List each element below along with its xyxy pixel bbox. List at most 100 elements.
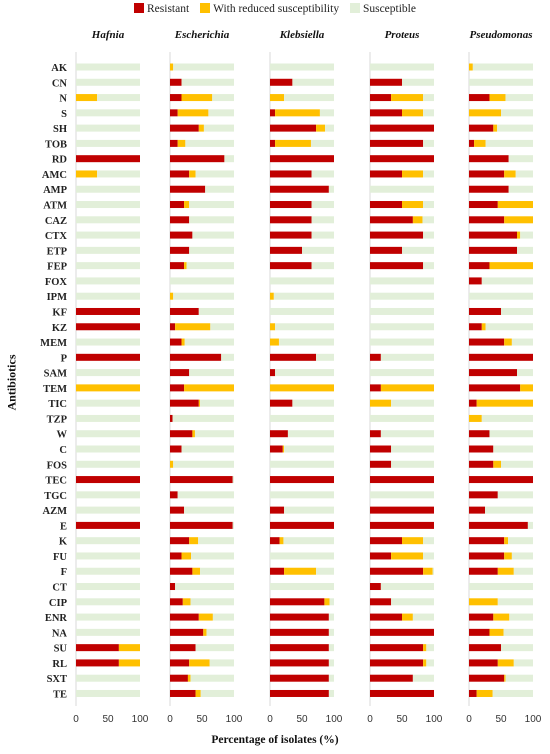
bar-resistant-escherichia-rd xyxy=(170,155,225,163)
bar-susceptible-proteus-amp xyxy=(370,185,434,193)
bar-susceptible-klebsiella-cip xyxy=(329,598,334,606)
bar-susceptible-proteus-p xyxy=(380,353,434,361)
bar-resistant-pseudomonas-rl xyxy=(469,659,498,667)
bar-susceptible-escherichia-e xyxy=(232,521,234,529)
bar-susceptible-escherichia-atm xyxy=(189,201,234,209)
bar-resistant-proteus-k xyxy=(370,537,402,545)
bar-resistant-escherichia-cip xyxy=(170,598,183,606)
bar-resistant-pseudomonas-rd xyxy=(469,155,509,163)
category-label-fox: FOX xyxy=(45,277,68,288)
bar-reduced-pseudomonas-tic xyxy=(476,399,533,407)
category-label-tec: TEC xyxy=(45,476,67,487)
bar-susceptible-pseudomonas-fos xyxy=(501,460,533,468)
legend-swatch-reduced xyxy=(200,3,211,13)
bar-resistant-escherichia-n xyxy=(170,94,182,102)
bar-susceptible-hafnia-tzp xyxy=(76,414,140,422)
bar-susceptible-klebsiella-w xyxy=(287,430,334,438)
bar-resistant-klebsiella-caz xyxy=(270,216,312,224)
bar-resistant-pseudomonas-sxt xyxy=(469,674,505,682)
bar-resistant-proteus-w xyxy=(370,430,381,438)
bar-reduced-pseudomonas-s xyxy=(469,109,501,117)
bar-resistant-proteus-enr xyxy=(370,613,402,621)
bar-susceptible-pseudomonas-w xyxy=(489,430,533,438)
bar-susceptible-klebsiella-tic xyxy=(292,399,334,407)
bar-susceptible-escherichia-tec xyxy=(232,476,234,484)
bar-resistant-escherichia-tem xyxy=(170,384,185,392)
bar-resistant-klebsiella-azm xyxy=(270,506,285,514)
bar-resistant-proteus-tob xyxy=(370,139,424,147)
bar-reduced-klebsiella-n xyxy=(270,94,285,102)
bar-reduced-pseudomonas-tob xyxy=(474,139,486,147)
bar-resistant-klebsiella-sam xyxy=(270,369,276,377)
bar-resistant-escherichia-c xyxy=(170,445,182,453)
bar-susceptible-escherichia-tob xyxy=(185,139,234,147)
category-label-sam: SAM xyxy=(44,369,67,380)
bar-resistant-pseudomonas-enr xyxy=(469,613,494,621)
bar-susceptible-pseudomonas-sxt xyxy=(505,674,533,682)
bar-resistant-escherichia-sxt xyxy=(170,674,188,682)
bar-susceptible-pseudomonas-kf xyxy=(501,307,533,315)
bar-susceptible-pseudomonas-azm xyxy=(485,506,533,514)
bar-reduced-escherichia-kz xyxy=(175,323,211,331)
bar-resistant-proteus-rl xyxy=(370,659,424,667)
bar-resistant-pseudomonas-ctx xyxy=(469,231,517,239)
bar-resistant-pseudomonas-azm xyxy=(469,506,485,514)
bar-susceptible-escherichia-cip xyxy=(190,598,234,606)
bar-reduced-escherichia-ipm xyxy=(170,292,174,300)
bar-susceptible-pseudomonas-cip xyxy=(497,598,533,606)
bar-resistant-proteus-ct xyxy=(370,583,381,591)
bar-resistant-pseudomonas-kz xyxy=(469,323,482,331)
bar-resistant-escherichia-caz xyxy=(170,216,190,224)
bar-reduced-hafnia-su xyxy=(118,644,140,652)
bar-reduced-klebsiella-k xyxy=(279,537,284,545)
bar-resistant-klebsiella-amp xyxy=(270,185,329,193)
panel-title-proteus: Proteus xyxy=(385,29,420,41)
category-label-k: K xyxy=(59,537,68,548)
bar-susceptible-klebsiella-k xyxy=(283,537,334,545)
bar-resistant-pseudomonas-c xyxy=(469,445,494,453)
bar-susceptible-klebsiella-tgc xyxy=(270,491,334,499)
bar-resistant-proteus-atm xyxy=(370,201,402,209)
bar-resistant-proteus-fos xyxy=(370,460,392,468)
bar-reduced-escherichia-fep xyxy=(184,262,187,270)
bar-susceptible-pseudomonas-mem xyxy=(511,338,533,346)
bar-susceptible-klebsiella-amc xyxy=(311,170,334,178)
category-label-kf: KF xyxy=(52,307,67,318)
bar-reduced-pseudomonas-n xyxy=(489,94,506,102)
bar-susceptible-escherichia-tgc xyxy=(177,491,234,499)
bar-susceptible-escherichia-c xyxy=(181,445,234,453)
bar-resistant-hafnia-rl xyxy=(76,659,119,667)
bar-susceptible-proteus-n xyxy=(423,94,434,102)
bar-reduced-klebsiella-kz xyxy=(270,323,276,331)
bar-susceptible-pseudomonas-sh xyxy=(497,124,533,132)
bar-susceptible-klebsiella-etp xyxy=(302,246,334,254)
bar-resistant-klebsiella-e xyxy=(270,521,334,529)
bar-susceptible-hafnia-te xyxy=(76,689,140,697)
bar-susceptible-escherichia-k xyxy=(198,537,234,545)
bar-resistant-proteus-azm xyxy=(370,506,434,514)
bar-susceptible-escherichia-fep xyxy=(186,262,234,270)
bar-reduced-pseudomonas-fu xyxy=(504,552,512,560)
bar-resistant-escherichia-enr xyxy=(170,613,199,621)
bar-resistant-klebsiella-enr xyxy=(270,613,329,621)
bar-susceptible-escherichia-cn xyxy=(181,78,234,86)
bar-reduced-proteus-fu xyxy=(391,552,424,560)
bar-susceptible-escherichia-sxt xyxy=(190,674,234,682)
bar-reduced-pseudomonas-caz xyxy=(504,216,533,224)
bar-susceptible-proteus-cn xyxy=(402,78,434,86)
bar-susceptible-escherichia-ctx xyxy=(192,231,234,239)
bar-resistant-klebsiella-sxt xyxy=(270,674,329,682)
bar-susceptible-escherichia-su xyxy=(195,644,234,652)
bar-reduced-hafnia-amc xyxy=(76,170,98,178)
bar-susceptible-escherichia-mem xyxy=(184,338,234,346)
bar-resistant-proteus-e xyxy=(370,521,434,529)
bar-resistant-pseudomonas-tec xyxy=(469,476,533,484)
bar-susceptible-proteus-amc xyxy=(423,170,434,178)
category-label-na: NA xyxy=(52,628,68,639)
category-label-etp: ETP xyxy=(47,246,68,257)
bar-susceptible-proteus-ct xyxy=(380,583,434,591)
bar-susceptible-escherichia-ipm xyxy=(173,292,234,300)
bar-resistant-escherichia-fu xyxy=(170,552,182,560)
bar-susceptible-hafnia-sh xyxy=(76,124,140,132)
